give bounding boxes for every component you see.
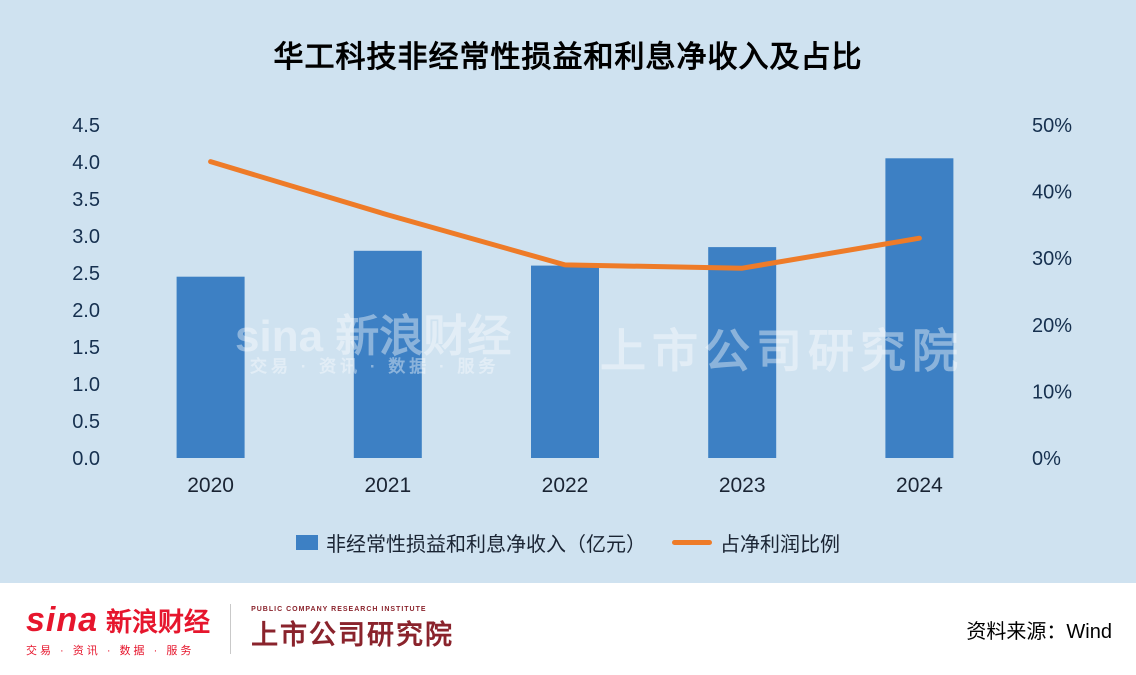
legend-bar-label: 非经常性损益和利息净收入（亿元） (326, 534, 646, 556)
chart-area: 华工科技非经常性损益和利息净收入及占比 0.0 0.5 1.0 1.5 2.0 2.5 3.… (0, 0, 1136, 583)
svg-text:2023: 2023 (719, 474, 766, 497)
institute-name: 上市公司研究院 (251, 620, 455, 650)
svg-text:2021: 2021 (364, 474, 411, 497)
institute-logo: PUBLIC COMPANY RESEARCH INSTITUTE 上市公司研究… (251, 606, 454, 652)
svg-text:0.5: 0.5 (72, 411, 100, 433)
svg-text:1.0: 1.0 (72, 374, 100, 396)
svg-text:50%: 50% (1032, 115, 1072, 137)
svg-text:30%: 30% (1032, 248, 1072, 270)
svg-text:1.5: 1.5 (72, 337, 100, 359)
sina-logo-word: sina (26, 600, 99, 639)
chart-plot: 0.0 0.5 1.0 1.5 2.0 2.5 3.0 3.5 4.0 4.5 0% 10% 20% 30… (72, 115, 1072, 497)
sina-finance-logo: sina 新浪财经 交易 · 资讯 · 数据 · 服务 (26, 601, 210, 658)
sina-tagline: 交易 · 资讯 · 数据 · 服务 (26, 644, 195, 657)
svg-text:2020: 2020 (187, 474, 234, 497)
svg-text:3.5: 3.5 (72, 189, 100, 211)
svg-text:2024: 2024 (896, 474, 943, 497)
svg-text:40%: 40% (1032, 182, 1072, 204)
footer: sina 新浪财经 交易 · 资讯 · 数据 · 服务 PUBLIC COMPA… (0, 583, 1136, 675)
svg-text:2022: 2022 (542, 474, 589, 497)
svg-text:2.0: 2.0 (72, 300, 100, 322)
footer-divider (230, 604, 232, 654)
chart-legend: 非经常性损益和利息净收入（亿元） 占净利润比例 (0, 528, 1136, 557)
svg-text:0.0: 0.0 (72, 448, 100, 470)
svg-text:4.5: 4.5 (72, 115, 100, 137)
legend-item-bar: 非经常性损益和利息净收入（亿元） (296, 528, 646, 557)
svg-text:4.0: 4.0 (72, 152, 100, 174)
institute-caption: PUBLIC COMPANY RESEARCH INSTITUTE (251, 606, 427, 613)
legend-line-swatch (672, 540, 712, 545)
sina-brand-text: 新浪财经 (106, 606, 211, 637)
svg-text:3.0: 3.0 (72, 226, 100, 248)
legend-line-label: 占净利润比例 (720, 534, 840, 556)
svg-text:20%: 20% (1032, 315, 1072, 337)
legend-bar-swatch (296, 535, 318, 550)
svg-text:2.5: 2.5 (72, 263, 100, 285)
footer-logos: sina 新浪财经 交易 · 资讯 · 数据 · 服务 PUBLIC COMPA… (26, 601, 454, 658)
legend-item-line: 占净利润比例 (672, 528, 840, 557)
svg-text:0%: 0% (1032, 448, 1061, 470)
data-source: 资料来源：Wind (966, 620, 1112, 643)
svg-text:10%: 10% (1032, 381, 1072, 403)
chart-title: 华工科技非经常性损益和利息净收入及占比 (273, 41, 863, 74)
